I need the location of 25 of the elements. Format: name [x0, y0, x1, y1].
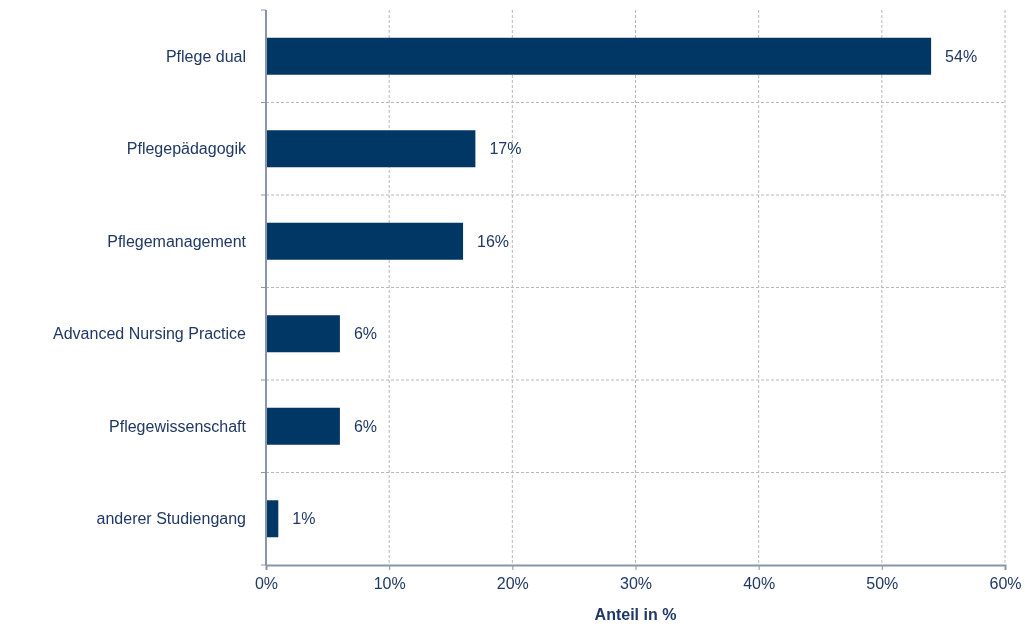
x-tick-label: 60%: [989, 575, 1022, 593]
data-label: 6%: [353, 325, 378, 343]
x-axis-title: Anteil in %: [594, 606, 677, 623]
bar: [266, 315, 340, 353]
bar: [266, 222, 464, 260]
data-label: 17%: [489, 140, 522, 158]
data-label: 54%: [945, 47, 978, 65]
data-label: 16%: [477, 232, 510, 250]
bar: [266, 130, 476, 168]
x-tick-label: 0%: [254, 575, 279, 593]
y-tick-label: Pflegemanagement: [107, 232, 247, 250]
x-tick-label: 50%: [866, 575, 899, 593]
y-tick-label: Pflegewissenschaft: [109, 417, 247, 435]
x-tick-label: 20%: [496, 575, 529, 593]
y-tick-label: anderer Studiengang: [96, 510, 246, 528]
data-label: 6%: [353, 417, 378, 435]
y-tick-label: Pflege dual: [165, 47, 246, 65]
data-label: 1%: [292, 510, 316, 528]
y-tick-label: Pflegepädagogik: [126, 140, 247, 158]
x-tick-label: 10%: [373, 575, 406, 593]
bar: [266, 37, 932, 75]
bar: [266, 407, 340, 445]
x-tick-label: 30%: [619, 575, 653, 593]
y-tick-label: Advanced Nursing Practice: [53, 325, 247, 343]
x-tick-label: 40%: [743, 575, 776, 593]
